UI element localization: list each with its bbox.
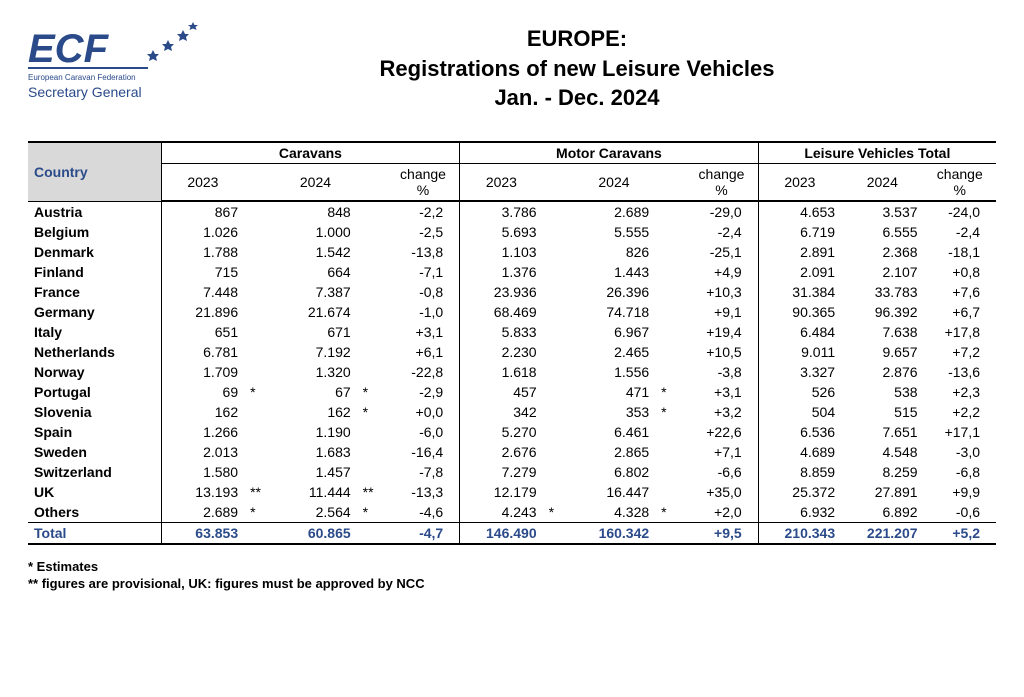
motor-2023-header: 2023 <box>460 164 543 202</box>
footnote-provisional: ** figures are provisional, UK: figures … <box>28 576 996 591</box>
table-row: Spain1.2661.190-6,05.2706.461+22,66.5367… <box>28 422 996 442</box>
country-cell: Finland <box>28 262 161 282</box>
country-cell: Sweden <box>28 442 161 462</box>
total-change-header: change% <box>924 164 996 202</box>
footnote-estimates: * Estimates <box>28 559 996 574</box>
group-total-header: Leisure Vehicles Total <box>758 142 996 164</box>
country-cell: Slovenia <box>28 402 161 422</box>
title-line-1: EUROPE: <box>218 24 936 54</box>
table-body: Austria867848-2,23.7862.689-29,04.6533.5… <box>28 201 996 544</box>
country-cell: Spain <box>28 422 161 442</box>
country-cell: Others <box>28 502 161 523</box>
country-cell: Norway <box>28 362 161 382</box>
table-row: Finland715664-7,11.3761.443+4,92.0912.10… <box>28 262 996 282</box>
logo-subtitle: European Caravan Federation <box>28 73 136 82</box>
motor-change-header: change% <box>685 164 758 202</box>
caravans-2024-header: 2024 <box>274 164 356 202</box>
table-row: UK13.193**11.444**-13,312.17916.447+35,0… <box>28 482 996 502</box>
group-motor-header: Motor Caravans <box>460 142 759 164</box>
table-row: Portugal69*67*-2,9457471*+3,1526538+2,3 <box>28 382 996 402</box>
country-cell: Austria <box>28 201 161 222</box>
country-cell: Belgium <box>28 222 161 242</box>
table-row: France7.4487.387-0,823.93626.396+10,331.… <box>28 282 996 302</box>
group-caravans-header: Caravans <box>161 142 460 164</box>
table-total-row: Total63.85360.865-4,7146.490160.342+9,52… <box>28 523 996 545</box>
country-cell: UK <box>28 482 161 502</box>
table-row: Denmark1.7881.542-13,81.103826-25,12.891… <box>28 242 996 262</box>
ecf-logo-icon: ECF European Caravan Federation <box>28 20 198 82</box>
logo-role: Secretary General <box>28 84 218 100</box>
page-header: ECF European Caravan Federation Secretar… <box>28 20 996 113</box>
footnotes-block: * Estimates ** figures are provisional, … <box>28 559 996 591</box>
table-row: Austria867848-2,23.7862.689-29,04.6533.5… <box>28 201 996 222</box>
table-row: Germany21.89621.674-1,068.46974.718+9,19… <box>28 302 996 322</box>
registrations-table: Country Caravans Motor Caravans Leisure … <box>28 141 996 545</box>
table-row: Italy651671+3,15.8336.967+19,46.4847.638… <box>28 322 996 342</box>
table-row: Netherlands6.7817.192+6,12.2302.465+10,5… <box>28 342 996 362</box>
table-row: Norway1.7091.320-22,81.6181.556-3,83.327… <box>28 362 996 382</box>
col-country-header: Country <box>28 142 161 201</box>
country-cell: Germany <box>28 302 161 322</box>
country-cell: Denmark <box>28 242 161 262</box>
table-row: Belgium1.0261.000-2,55.6935.555-2,46.719… <box>28 222 996 242</box>
title-line-2: Registrations of new Leisure Vehicles <box>218 54 936 84</box>
table-row: Switzerland1.5801.457-7,87.2796.802-6,68… <box>28 462 996 482</box>
country-cell: France <box>28 282 161 302</box>
country-cell: Portugal <box>28 382 161 402</box>
country-cell: Netherlands <box>28 342 161 362</box>
title-block: EUROPE: Registrations of new Leisure Veh… <box>218 20 936 113</box>
table-row: Slovenia162162*+0,0342353*+3,2504515+2,2 <box>28 402 996 422</box>
table-row: Sweden2.0131.683-16,42.6762.865+7,14.689… <box>28 442 996 462</box>
title-line-3: Jan. - Dec. 2024 <box>218 83 936 113</box>
svg-text:ECF: ECF <box>28 27 110 71</box>
total-2024-header: 2024 <box>841 164 923 202</box>
motor-2024-header: 2024 <box>573 164 655 202</box>
table-head: Country Caravans Motor Caravans Leisure … <box>28 142 996 201</box>
logo-block: ECF European Caravan Federation Secretar… <box>28 20 218 100</box>
country-cell: Italy <box>28 322 161 342</box>
country-cell: Switzerland <box>28 462 161 482</box>
table-row: Others2.689*2.564*-4,64.243*4.328*+2,06.… <box>28 502 996 523</box>
caravans-change-header: change% <box>387 164 460 202</box>
caravans-2023-header: 2023 <box>161 164 244 202</box>
total-2023-header: 2023 <box>758 164 841 202</box>
